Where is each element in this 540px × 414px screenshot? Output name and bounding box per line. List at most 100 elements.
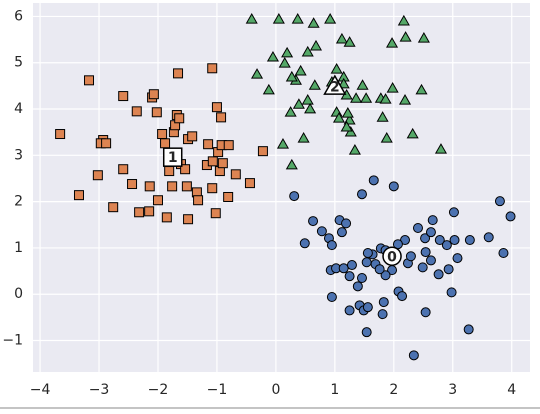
data-point <box>297 132 310 143</box>
y-tick-label: 3 <box>14 147 23 163</box>
cluster-center <box>162 147 183 167</box>
center-label: 1 <box>168 150 178 166</box>
data-point <box>388 181 399 192</box>
data-point <box>244 178 255 189</box>
data-point <box>425 227 436 238</box>
data-point <box>448 207 459 218</box>
data-point <box>324 13 337 24</box>
data-point <box>397 291 408 302</box>
data-point <box>151 107 162 118</box>
data-point <box>292 98 305 109</box>
data-point <box>308 79 321 90</box>
data-point <box>434 235 445 246</box>
data-point <box>148 89 159 100</box>
data-point <box>285 70 298 82</box>
data-point <box>257 146 268 157</box>
data-point <box>417 262 428 273</box>
data-point <box>230 169 241 180</box>
data-point <box>498 248 509 259</box>
data-point <box>386 82 399 93</box>
data-point <box>449 235 460 246</box>
data-point <box>299 238 310 249</box>
data-point <box>356 273 367 284</box>
data-point <box>362 248 373 259</box>
x-tick-label: 1 <box>330 382 339 398</box>
data-point <box>294 64 307 76</box>
data-point <box>346 260 357 271</box>
data-point <box>341 218 352 229</box>
data-point <box>362 302 373 313</box>
data-point <box>207 63 218 74</box>
data-point <box>386 37 399 48</box>
x-tick-label: −3 <box>89 382 110 398</box>
data-point <box>304 102 317 114</box>
data-point <box>427 215 438 226</box>
data-point <box>152 195 163 206</box>
data-point <box>398 94 412 105</box>
data-point <box>266 50 279 62</box>
data-point <box>210 208 221 219</box>
cluster-center <box>382 246 402 267</box>
y-tick-label: −1 <box>2 333 23 349</box>
data-point <box>368 175 379 186</box>
data-point <box>340 120 353 132</box>
data-point <box>101 138 112 149</box>
data-point <box>434 143 448 154</box>
data-point <box>187 131 198 142</box>
data-point <box>379 93 392 104</box>
data-point <box>335 32 348 44</box>
x-tick-label: 0 <box>271 382 280 398</box>
data-point <box>433 269 444 280</box>
x-tick-label: 4 <box>507 382 516 398</box>
data-point <box>250 68 264 79</box>
data-point <box>55 129 66 140</box>
data-point <box>326 240 337 251</box>
data-point <box>118 164 129 175</box>
data-point <box>374 264 385 275</box>
data-point <box>464 235 475 246</box>
data-point <box>420 233 431 244</box>
y-tick-label: 5 <box>14 55 23 71</box>
data-point <box>207 156 218 167</box>
y-tick-label: 0 <box>14 286 23 302</box>
data-point <box>376 111 389 122</box>
y-tick-label: 6 <box>14 8 23 24</box>
data-point <box>420 247 431 258</box>
data-point <box>307 17 320 28</box>
data-point <box>344 271 355 282</box>
data-point <box>350 92 363 103</box>
data-point <box>284 106 297 117</box>
data-point <box>301 94 314 105</box>
data-point <box>84 75 95 86</box>
data-point <box>217 158 228 169</box>
data-point <box>344 305 355 316</box>
data-point <box>378 297 389 308</box>
data-point <box>183 214 194 225</box>
data-point <box>262 83 275 95</box>
data-point <box>348 144 361 155</box>
x-tick-label: 3 <box>448 382 457 398</box>
data-point <box>356 79 369 90</box>
data-point <box>399 31 412 42</box>
data-point <box>144 206 155 217</box>
x-tick-label: −2 <box>148 382 169 398</box>
y-tick-label: 4 <box>14 101 23 117</box>
data-point <box>316 226 327 237</box>
data-point <box>332 112 346 123</box>
data-point <box>285 158 298 170</box>
data-point <box>164 166 175 177</box>
data-point <box>417 32 430 43</box>
data-point <box>157 129 168 140</box>
data-point <box>352 281 363 292</box>
data-point <box>408 350 419 361</box>
data-point <box>425 255 436 266</box>
y-tick-label: 1 <box>14 240 23 256</box>
data-point <box>463 324 474 335</box>
data-point <box>341 107 354 118</box>
data-point <box>291 13 304 24</box>
data-point <box>92 170 103 181</box>
data-point <box>505 211 516 222</box>
data-point <box>276 138 290 149</box>
x-tick-label: −1 <box>207 382 228 398</box>
